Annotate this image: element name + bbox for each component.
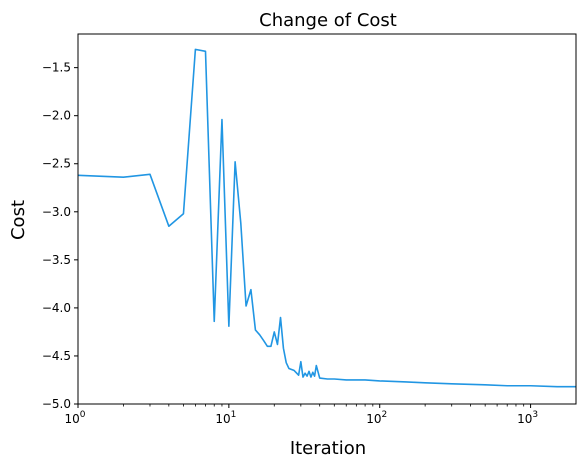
x-tick-exponent: 1 bbox=[231, 410, 237, 420]
plot-frame bbox=[77, 33, 577, 405]
y-tick-label: −2.0 bbox=[42, 109, 71, 123]
y-tick-label: −3.0 bbox=[42, 205, 71, 219]
x-axis-label: Iteration bbox=[290, 438, 366, 459]
plot-area bbox=[78, 48, 576, 388]
y-axis-label: Cost bbox=[8, 200, 29, 240]
x-tick-exponent: 3 bbox=[532, 410, 538, 420]
y-tick-label: −1.5 bbox=[42, 61, 71, 75]
series-line-0 bbox=[78, 48, 576, 388]
y-tick-label: −3.5 bbox=[42, 253, 71, 267]
y-tick-label: −4.0 bbox=[42, 301, 71, 315]
x-tick-exponent: 2 bbox=[381, 410, 387, 420]
x-tick-label: 101 bbox=[215, 410, 236, 426]
x-tick-exponent: 0 bbox=[80, 410, 86, 420]
y-tick-label: −4.5 bbox=[42, 349, 71, 363]
x-tick-label: 102 bbox=[366, 410, 387, 426]
y-tick-label: −2.5 bbox=[42, 157, 71, 171]
x-tick-label: 100 bbox=[64, 410, 85, 426]
y-tick-label: −5.0 bbox=[42, 397, 71, 411]
x-tick-label: 103 bbox=[517, 410, 538, 426]
chart-title: Change of Cost bbox=[259, 10, 397, 31]
